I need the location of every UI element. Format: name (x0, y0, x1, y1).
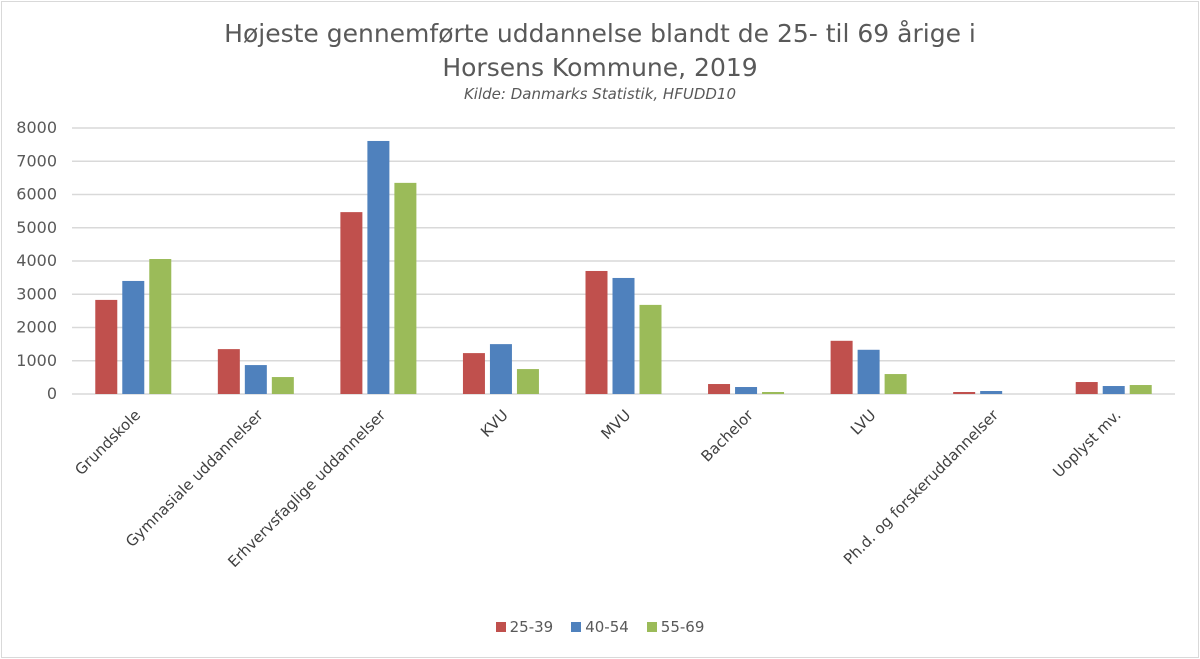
bar (639, 304, 662, 394)
bar (340, 212, 363, 394)
y-tick-label: 6000 (16, 185, 57, 204)
category-label: MVU (597, 406, 634, 443)
bar (884, 374, 907, 394)
category-label: Bachelor (697, 406, 757, 466)
bar (1075, 382, 1098, 394)
legend-item: 40-54 (571, 618, 629, 636)
bar (394, 182, 417, 394)
y-tick-label: 0 (47, 384, 57, 403)
legend-label: 40-54 (585, 618, 629, 636)
bar (857, 349, 880, 394)
bar (367, 140, 390, 394)
chart-title-line2: Horsens Kommune, 2019 (442, 53, 758, 82)
bar (980, 391, 1003, 394)
bar (762, 392, 785, 394)
y-tick-label: 7000 (16, 151, 57, 170)
bar (122, 280, 145, 394)
bar (217, 349, 240, 394)
chart-legend: 25-39 40-54 55-69 (0, 618, 1200, 636)
category-label: Grundskole (71, 406, 144, 479)
bar (1129, 385, 1152, 394)
bar (516, 369, 539, 394)
bar (612, 277, 635, 394)
category-label: Gymnasiale uddannelser (122, 406, 267, 551)
category-label: LVU (847, 406, 879, 438)
legend-item: 55-69 (646, 618, 705, 636)
chart-title-line1: Højeste gennemførte uddannelse blandt de… (224, 19, 976, 48)
bar (149, 259, 172, 394)
bar (271, 377, 294, 394)
y-tick-label: 4000 (16, 251, 57, 270)
y-tick-label: 2000 (16, 318, 57, 337)
y-tick-label: 1000 (16, 351, 57, 370)
bar (585, 270, 608, 394)
bar (95, 299, 118, 394)
legend-swatch-icon (646, 622, 657, 632)
legend-label: 55-69 (660, 618, 705, 636)
legend-item: 25-39 (495, 618, 554, 636)
category-label: KVU (477, 406, 512, 441)
y-tick-label: 8000 (16, 118, 57, 137)
bar (489, 344, 512, 394)
y-tick-label: 3000 (16, 284, 57, 303)
bar (735, 387, 758, 394)
legend-label: 25-39 (509, 618, 554, 636)
legend-swatch-icon (571, 622, 582, 632)
bar (830, 340, 853, 394)
bar (462, 353, 485, 394)
y-tick-label: 5000 (16, 218, 57, 237)
bar (708, 384, 731, 394)
legend-swatch-icon (495, 622, 506, 632)
bar (1102, 386, 1125, 394)
bar (244, 365, 267, 394)
bar (953, 392, 976, 394)
category-label: Uoplyst mv. (1049, 406, 1124, 481)
chart-subtitle: Kilde: Danmarks Statistik, HFUDD10 (463, 85, 737, 103)
